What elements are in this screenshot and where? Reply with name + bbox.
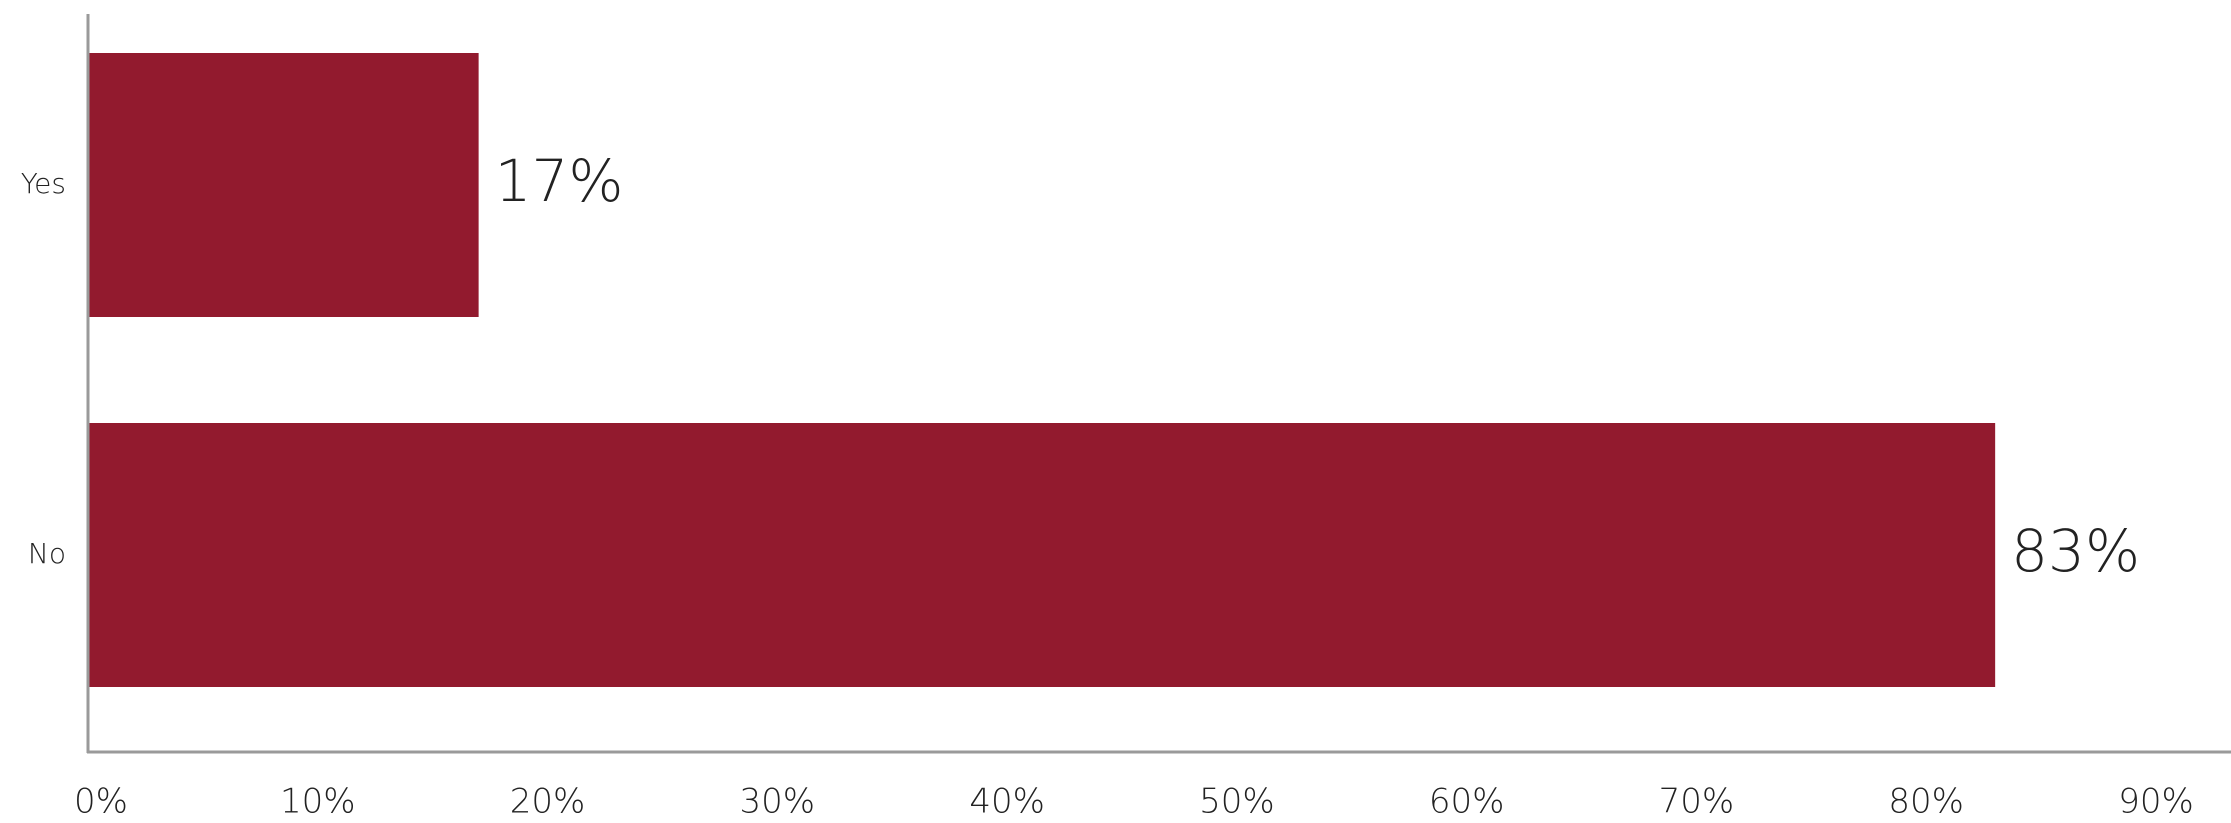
x-tick-label: 10% (280, 782, 356, 822)
bar-no (88, 423, 1996, 687)
x-tick-label: 30% (740, 782, 816, 822)
data-label-no: 83% (2011, 517, 2140, 585)
bars-layer (88, 53, 1996, 687)
labels-layer: Yes 17% No 83% (21, 147, 2140, 585)
category-label-no: No (28, 537, 66, 570)
x-tick-label: 90% (2118, 782, 2194, 822)
x-tick-label: 50% (1199, 782, 1275, 822)
x-tick-labels: 0% 10% 20% 30% 40% 50% 60% 70% 80% 90% (74, 782, 2194, 822)
x-tick-label: 20% (510, 782, 586, 822)
x-tick-label: 0% (74, 782, 128, 822)
category-label-yes: Yes (21, 167, 66, 200)
x-tick-label: 70% (1659, 782, 1735, 822)
data-label-yes: 17% (495, 147, 624, 215)
x-tick-label: 80% (1888, 782, 1964, 822)
x-tick-label: 40% (969, 782, 1045, 822)
x-tick-label: 60% (1429, 782, 1505, 822)
bar-yes (88, 53, 479, 317)
